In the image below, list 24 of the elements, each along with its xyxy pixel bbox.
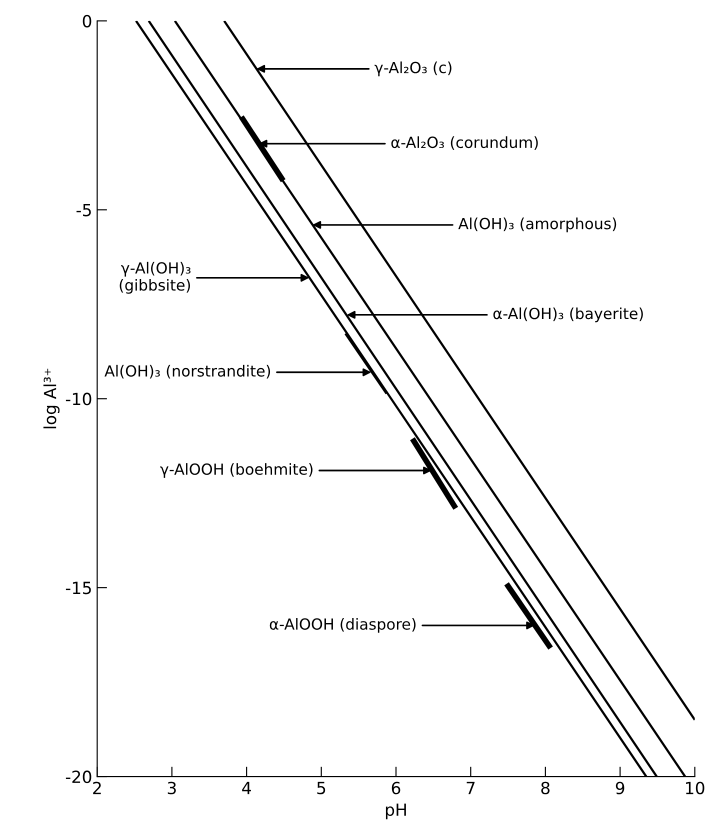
x-tick-label: 6 xyxy=(392,782,400,794)
y-tick-label: -5 xyxy=(76,204,91,216)
x-tick-label: 2 xyxy=(93,782,101,794)
y-tick-label: 0 xyxy=(82,14,92,28)
annotation: γ-Al₂O₃ (c) xyxy=(374,61,452,76)
annotation: γ-AlOOH (boehmite) xyxy=(160,463,312,478)
x-tick-label: 8 xyxy=(541,782,550,794)
annotation: α-Al(OH)₃ (bayerite) xyxy=(493,307,643,322)
x-tick-label: 5 xyxy=(317,782,326,794)
annotation: α-AlOOH (diaspore) xyxy=(270,618,416,633)
annotation: Al(OH)₃ (amorphous) xyxy=(458,218,616,232)
x-tick-label: 3 xyxy=(168,782,176,794)
annotation: α-Al₂O₃ (corundum) xyxy=(391,136,538,150)
y-tick-label: -10 xyxy=(66,392,92,406)
y-tick-label: -20 xyxy=(66,770,92,784)
annotation: Al(OH)₃ (norstrandite) xyxy=(104,364,270,378)
annotation: γ-Al(OH)₃ (gibbsite) xyxy=(120,262,191,294)
x-tick-label: 7 xyxy=(466,782,475,794)
y-tick-label: -15 xyxy=(66,582,91,594)
x-tick-label: 4 xyxy=(242,782,251,794)
y-axis-title: log Al³⁺ xyxy=(43,368,60,428)
x-tick-label: 9 xyxy=(616,782,624,794)
x-tick-label: 10 xyxy=(686,782,704,794)
x-axis-title: pH xyxy=(386,804,406,820)
